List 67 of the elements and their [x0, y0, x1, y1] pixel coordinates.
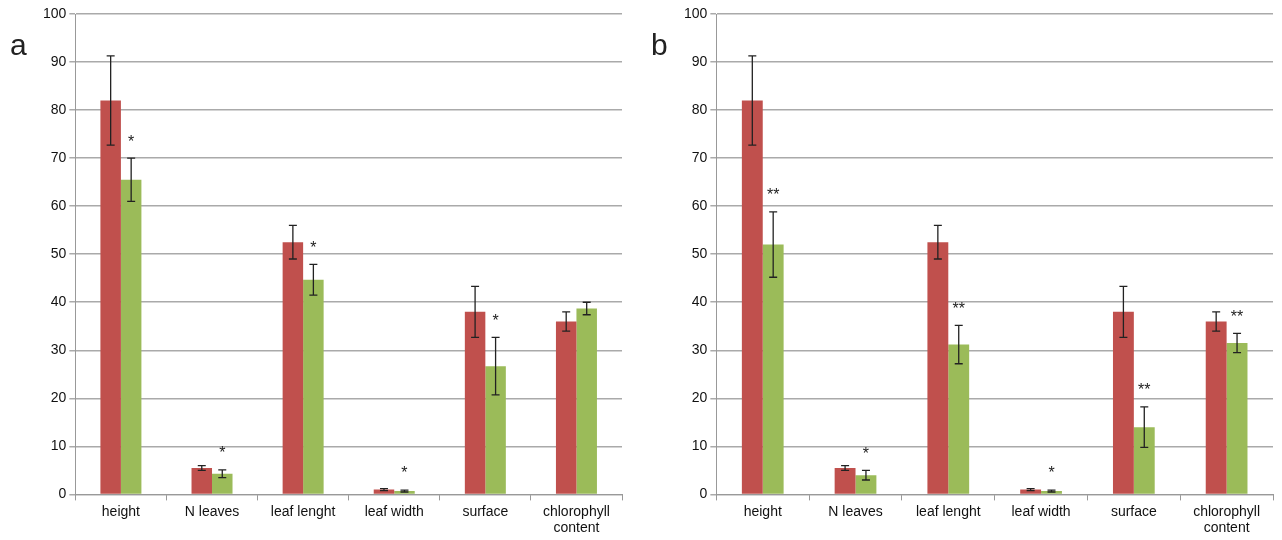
bar — [576, 308, 597, 494]
annotation: * — [862, 444, 870, 462]
y-tick-label: 60 — [691, 197, 708, 214]
y-tick-label: 30 — [691, 341, 708, 358]
x-tick-label: leaf width — [1011, 502, 1071, 519]
y-tick-label: 30 — [50, 341, 67, 358]
x-tick-label: N leaves — [184, 502, 240, 519]
annotation: ** — [1138, 381, 1151, 399]
bar — [1226, 343, 1248, 494]
bar — [1112, 311, 1134, 494]
bar — [1133, 427, 1155, 494]
annotation: * — [128, 132, 135, 150]
text: a — [10, 28, 27, 62]
bar — [191, 467, 213, 494]
y-tick-label: 100 — [684, 4, 708, 21]
x-tick-label: height — [743, 502, 782, 519]
bar — [555, 321, 577, 494]
x-tick-label: height — [101, 502, 141, 519]
y-tick-label: 20 — [691, 389, 708, 406]
bar — [464, 311, 486, 494]
x-tick-label: surface — [462, 502, 509, 519]
x-tick-label: chlorophyll content — [1193, 502, 1261, 536]
annotation: * — [401, 464, 408, 482]
bar — [834, 467, 856, 494]
x-tick-label: leaf lenght — [915, 502, 981, 519]
y-tick-label: 40 — [691, 293, 708, 310]
annotation: ** — [766, 186, 780, 204]
bar — [212, 473, 233, 494]
bar — [762, 244, 784, 494]
text: b — [651, 28, 668, 62]
y-tick-label: 50 — [50, 245, 67, 262]
y-tick-label: 100 — [43, 4, 67, 21]
annotation: * — [1048, 464, 1055, 482]
x-tick-label: chlorophyll content — [542, 502, 610, 536]
y-tick-label: 70 — [691, 148, 708, 165]
y-tick-label: 50 — [691, 245, 708, 262]
bar — [948, 344, 970, 494]
y-tick-label: 0 — [699, 485, 708, 502]
bar — [1205, 321, 1227, 494]
x-tick-label: leaf lenght — [270, 502, 336, 519]
y-tick-label: 80 — [50, 100, 67, 117]
bar — [303, 279, 324, 494]
annotation: * — [492, 311, 499, 329]
annotation: ** — [952, 299, 965, 317]
bar — [741, 100, 763, 494]
x-tick-label: surface — [1110, 502, 1157, 519]
y-tick-label: 60 — [50, 197, 67, 214]
y-tick-label: 90 — [691, 52, 708, 69]
bar — [927, 242, 949, 494]
x-tick-label: N leaves — [828, 502, 883, 519]
bar — [100, 100, 121, 494]
y-tick-label: 90 — [50, 52, 67, 69]
y-tick-label: 70 — [50, 148, 67, 165]
bar — [485, 366, 506, 494]
annotation: ** — [1230, 307, 1244, 325]
y-tick-label: 10 — [691, 437, 708, 454]
x-tick-label: leaf width — [364, 502, 424, 519]
y-tick-label: 80 — [691, 100, 708, 117]
bar — [120, 179, 142, 494]
annotation: * — [310, 238, 317, 256]
bar — [855, 475, 877, 494]
y-tick-label: 40 — [50, 293, 67, 310]
bar — [282, 242, 304, 494]
y-tick-label: 20 — [50, 389, 67, 406]
y-tick-label: 10 — [50, 437, 67, 454]
annotation: * — [219, 444, 226, 462]
y-tick-label: 0 — [58, 485, 67, 502]
